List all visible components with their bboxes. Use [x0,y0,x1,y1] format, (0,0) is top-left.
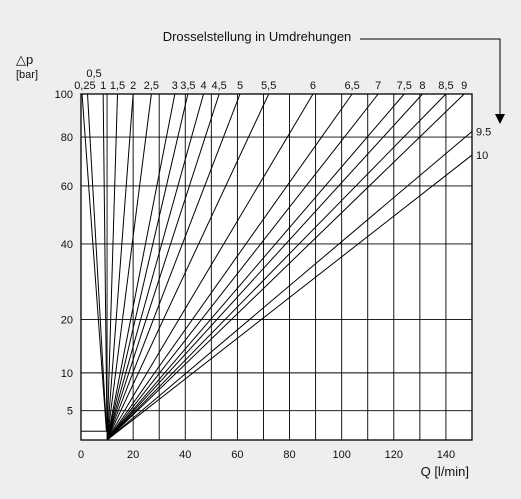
chart-title: Drosselstellung in Umdrehungen [163,29,352,44]
x-tick-label: 100 [332,449,350,461]
series-lines [81,93,473,441]
y-tick-label: 80 [61,132,73,144]
series-line [106,93,204,441]
x-tick-label: 120 [385,449,403,461]
series-line [106,154,473,441]
x-tick-label: 0 [78,449,84,461]
title-arrow-line [360,38,501,122]
plot-border [80,93,473,441]
series-line [106,93,314,441]
series-line [106,93,134,441]
y-tick-label: 10 [61,368,73,380]
y-axis-unit: [bar] [16,69,38,81]
x-tick-label: 80 [283,449,295,461]
series-line [106,93,465,441]
title-arrowhead-icon [495,114,505,124]
series-label: 1 [100,80,106,92]
series-label: 7 [375,80,381,92]
series-line [106,93,118,441]
series-label: 4 [200,80,206,92]
series-line [106,93,270,441]
series-line [106,131,473,441]
series-label: 2 [130,80,136,92]
series-label: 1,5 [110,80,125,92]
series-label: 0,25 [74,80,95,92]
series-line [106,93,241,441]
y-axis-symbol: △p [16,52,33,67]
series-label: 4,5 [212,80,227,92]
series-line [106,93,379,441]
series-label: 9.5 [476,126,491,138]
series-label: 8 [419,80,425,92]
series-label: 10 [476,150,488,162]
series-line [106,93,423,441]
series-labels: 0,250,51 1,5 2 2,5 3 3,5 4 4,5 5 5,5 6 6,5 7 7,5 8 8,5 9… [74,68,491,162]
y-tick-label: 20 [61,314,73,326]
series-label: 3,5 [180,80,195,92]
series-line [106,93,353,441]
series-line [106,93,152,441]
x-tick-labels: 0 20 40 60 80 100 120 140 [78,449,455,461]
x-tick-label: 140 [437,449,455,461]
series-line [106,93,189,441]
series-line [87,93,108,441]
series-label: 6,5 [344,80,359,92]
y-tick-label: 60 [61,181,73,193]
series-line [102,93,108,441]
x-tick-label: 40 [179,449,191,461]
y-tick-labels: 5 10 20 40 60 80 100 [55,89,73,418]
series-line [106,93,220,441]
series-line [106,93,447,441]
series-label: 7,5 [397,80,412,92]
series-label: 5,5 [261,80,276,92]
series-line [81,93,108,441]
series-label: 6 [310,80,316,92]
series-line [106,93,176,441]
y-tick-label: 5 [67,406,73,418]
series-label: 5 [237,80,243,92]
series-line [106,93,405,441]
x-tick-label: 60 [231,449,243,461]
series-label: 3 [172,80,178,92]
series-label: 0,5 [86,68,101,80]
x-tick-label: 20 [127,449,139,461]
y-tick-label: 40 [61,239,73,251]
x-axis-title: Q [l/min] [421,464,469,479]
series-label: 8,5 [438,80,453,92]
title-annotation: Drosselstellung in Umdrehungen [163,29,505,124]
series-label: 9 [461,80,467,92]
series-label: 2,5 [144,80,159,92]
origin-box [80,430,108,441]
y-tick-label: 100 [55,89,73,101]
